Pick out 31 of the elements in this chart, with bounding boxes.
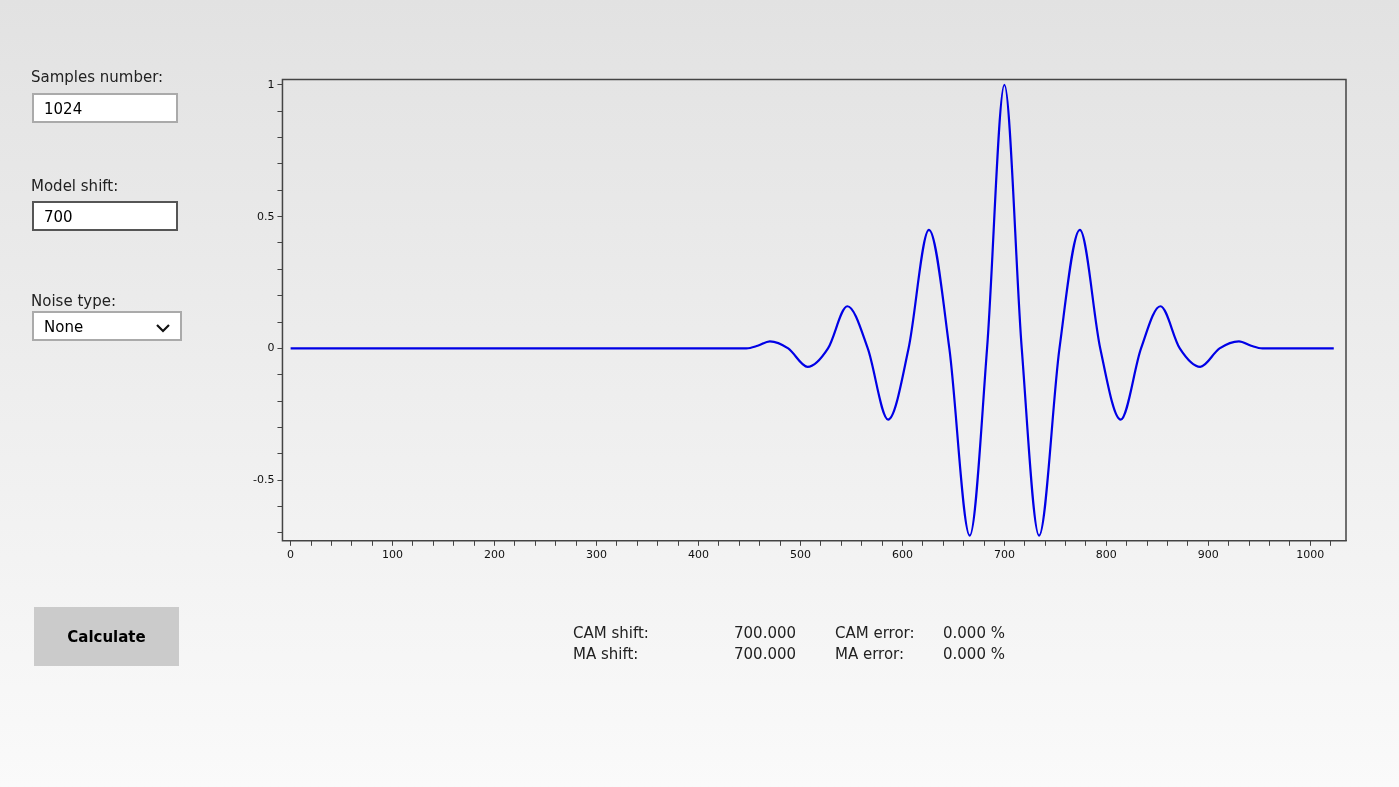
text: Noise type: [31,292,116,310]
x-tick-label: 0 [287,548,295,562]
x-tick-label: 400 [688,548,709,562]
text: 0.000 % [943,624,1005,642]
x-tick-label: 900 [1197,548,1219,562]
x-tick-label: 100 [382,548,404,562]
text: 1024 [32,93,178,123]
x-tick-label: 300 [586,548,608,562]
text: 700 [32,201,178,231]
x-tick-label: 800 [1095,548,1117,562]
text: 700.000 [734,624,797,642]
y-tick-label: 0 [267,341,275,355]
text: Calculate [34,607,179,666]
text: 700.000 [734,645,797,663]
y-tick-label: 0.5 [256,209,275,223]
x-tick-label: 500 [789,548,811,562]
x-tick-label: 1000 [1296,548,1325,562]
line-series [289,83,1335,537]
text: Model shift: [31,177,119,195]
text: None [32,311,182,341]
text: Samples number: [31,68,164,86]
x-tick-label: 700 [993,548,1015,562]
text: MA shift: [573,645,639,663]
x-tick-label: 600 [891,548,913,562]
text: 0.000 % [943,645,1005,663]
x-tick-label: 200 [484,548,506,562]
y-tick-label: 1 [267,77,275,91]
text: CAM shift: [573,624,649,642]
y-tick-label: -0.5 [252,473,275,487]
text: CAM error: [835,624,915,642]
text: MA error: [835,645,905,663]
